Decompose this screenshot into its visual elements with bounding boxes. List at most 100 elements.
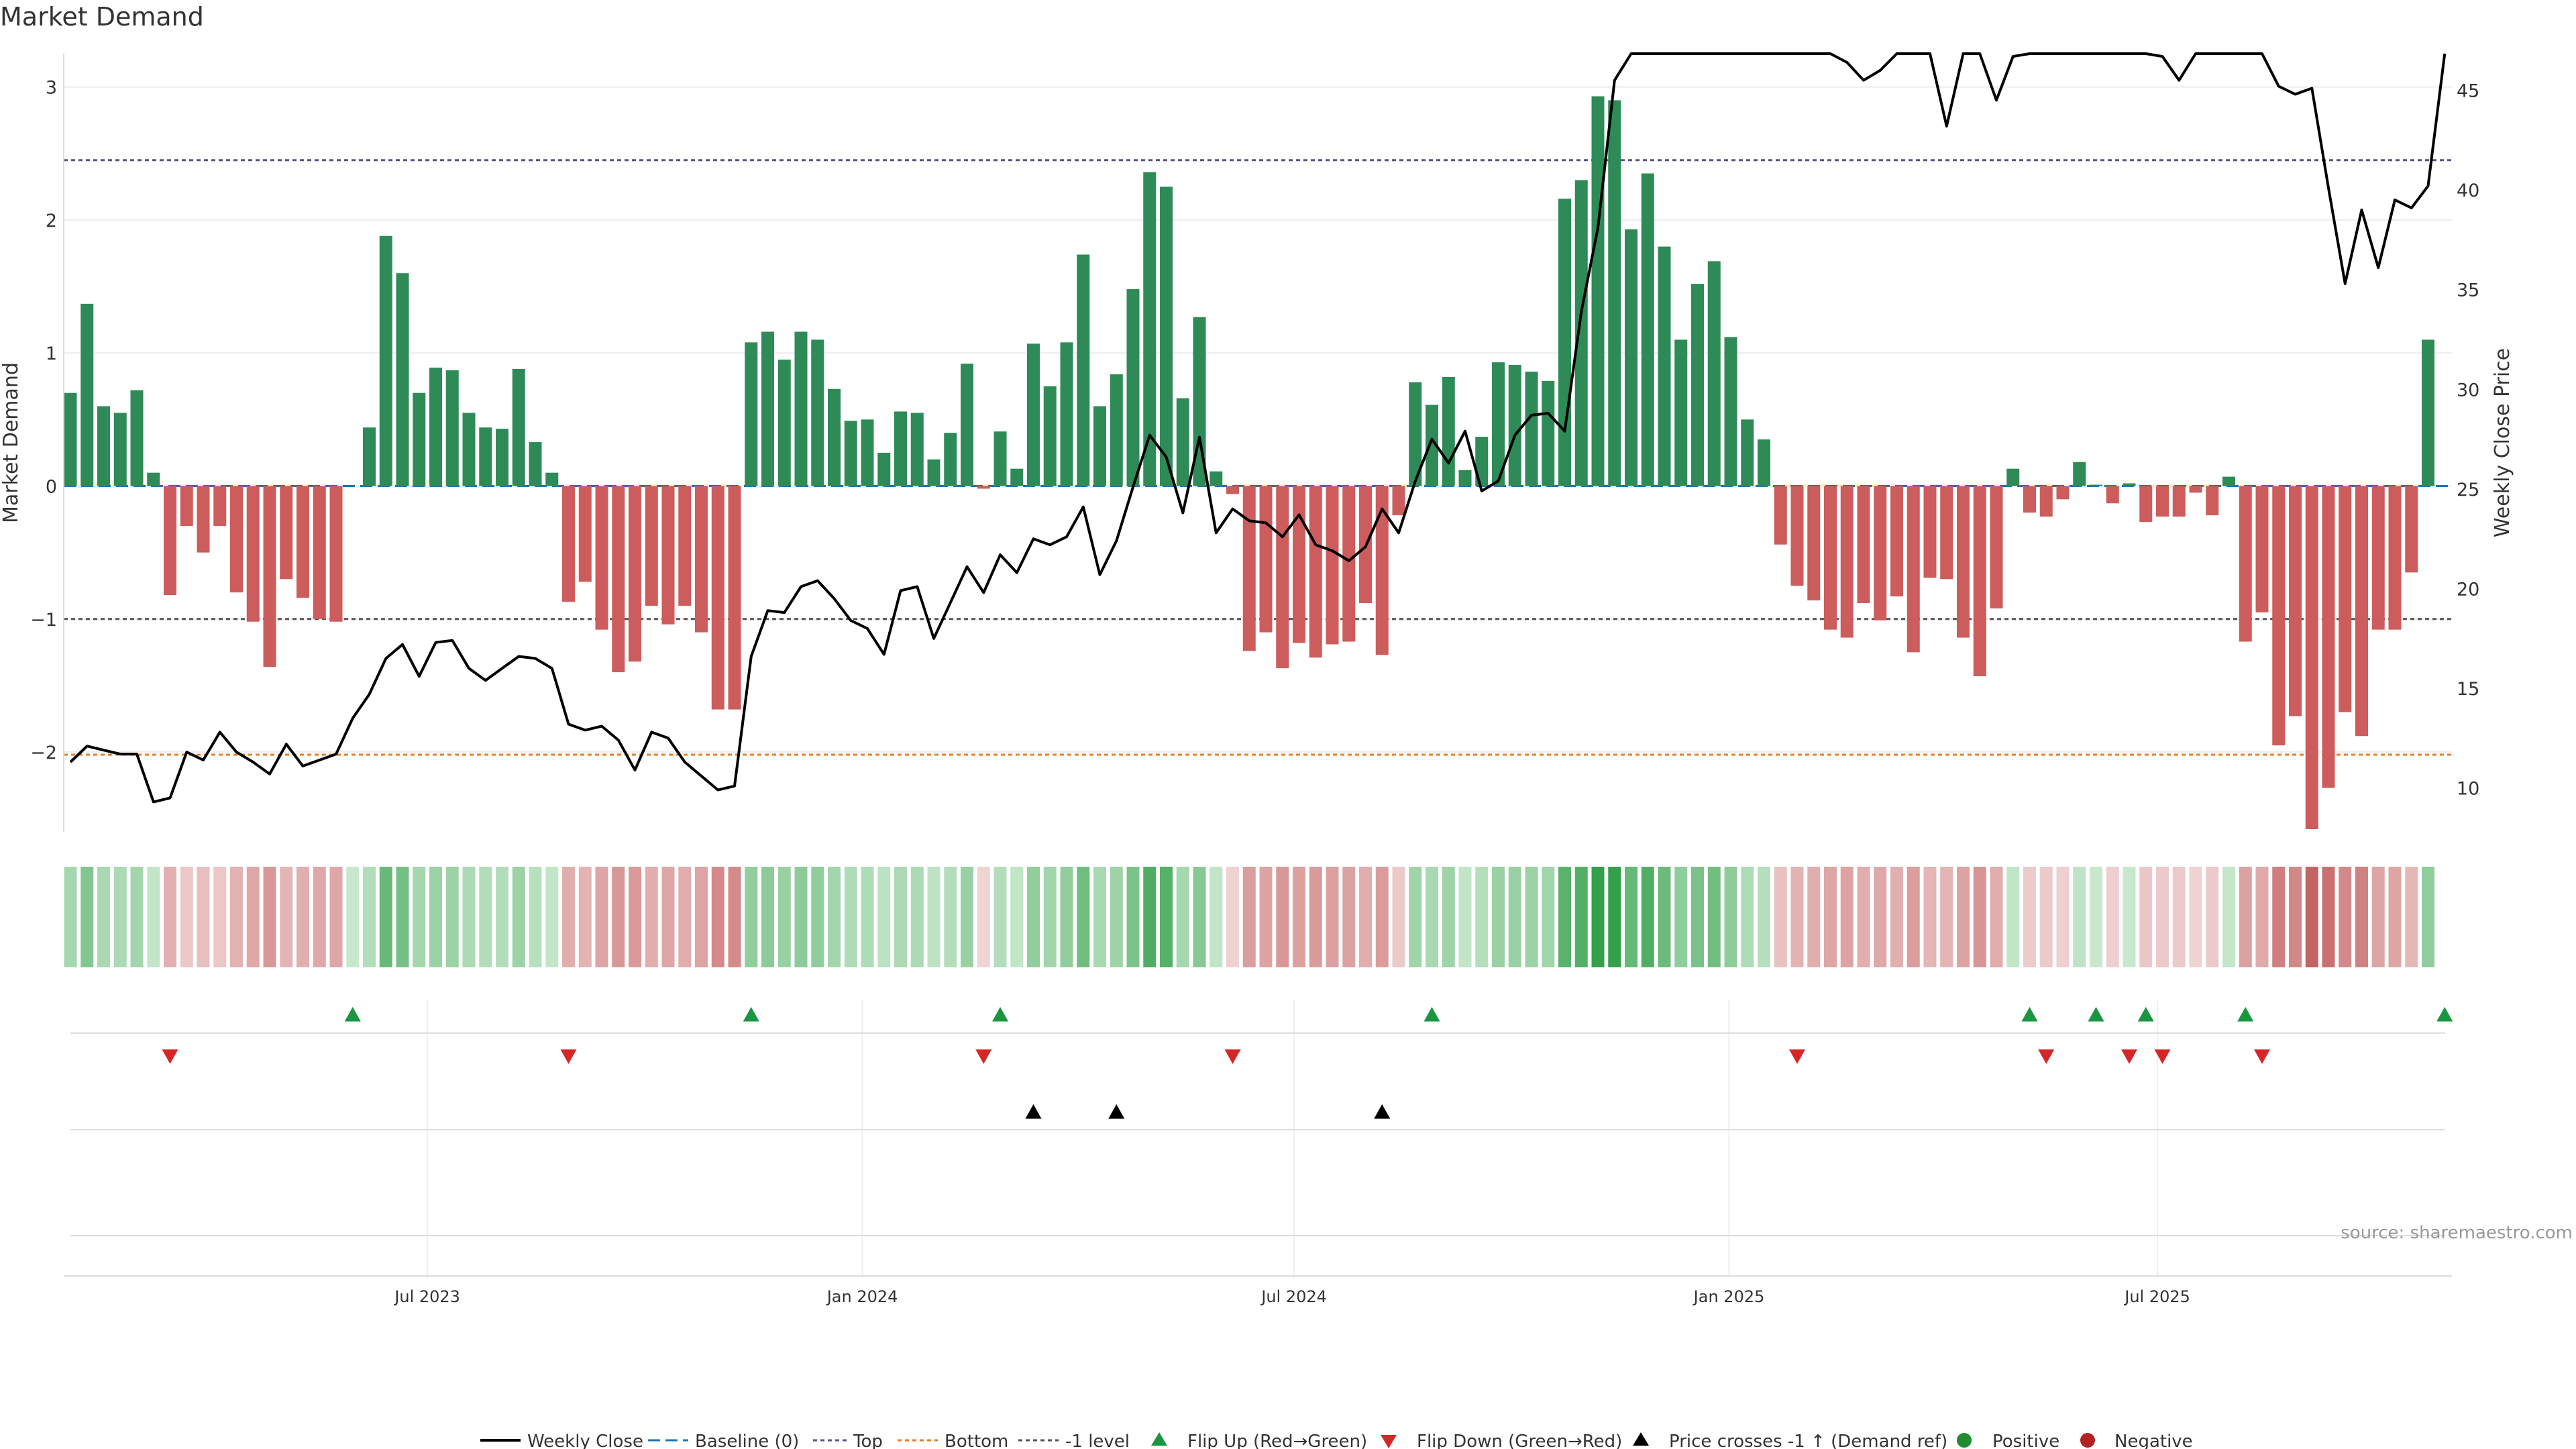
right-tick-label: 10 [2457, 779, 2479, 800]
legend-flip-up: Flip Up (Red→Green) [1187, 1432, 1367, 1449]
demand-bar [794, 331, 808, 486]
heat-cell [2339, 867, 2352, 967]
heat-cell [761, 867, 774, 967]
heat-cell [1375, 867, 1389, 967]
demand-bar [861, 419, 874, 486]
demand-bar [1110, 374, 1123, 486]
demand-bar [2206, 486, 2219, 516]
legend-flip-up-icon [1151, 1432, 1167, 1446]
demand-bar [1176, 398, 1189, 486]
demand-bar [1658, 246, 1671, 486]
flip-down-marker [1789, 1049, 1805, 1064]
demand-bar [2405, 486, 2418, 573]
demand-bar [2371, 486, 2385, 630]
heat-cell [2139, 867, 2153, 967]
heat-cell [213, 867, 227, 967]
heat-cell [1874, 867, 1887, 967]
demand-bar [246, 486, 260, 622]
right-tick-label: 40 [2457, 180, 2479, 201]
demand-bar [313, 486, 326, 619]
heat-cell [745, 867, 758, 967]
heat-cell [2239, 867, 2252, 967]
demand-bar [578, 486, 592, 582]
demand-bar [745, 342, 758, 486]
x-date-label: Jul 2024 [1260, 1287, 1327, 1306]
demand-bar [1426, 405, 1438, 486]
heat-cell [1027, 867, 1040, 967]
heat-cell [629, 867, 641, 967]
demand-bar [213, 486, 227, 526]
heat-cell [2023, 867, 2036, 967]
heat-cell [379, 867, 392, 967]
demand-bar [777, 360, 791, 486]
demand-bar [2289, 486, 2302, 716]
heat-cell [944, 867, 957, 967]
heat-cell [1242, 867, 1256, 967]
heat-cell [1857, 867, 1870, 967]
demand-bar [1840, 486, 1854, 638]
heat-cell [1475, 867, 1489, 967]
x-date-label: Jul 2023 [393, 1287, 460, 1306]
heat-cell [1724, 867, 1737, 967]
heat-cell [777, 867, 791, 967]
demand-bar [2073, 462, 2086, 486]
heat-cell [1807, 867, 1821, 967]
heat-cell [2090, 867, 2102, 967]
heat-cell [1160, 867, 1173, 967]
demand-bar [1691, 284, 1704, 486]
heat-cell [64, 867, 77, 967]
demand-bar [1043, 386, 1057, 486]
right-tick-label: 20 [2457, 579, 2479, 600]
heat-cell [2156, 867, 2169, 967]
demand-bar [562, 486, 575, 602]
heat-cell [695, 867, 708, 967]
heat-cell [1608, 867, 1621, 967]
demand-bar [230, 486, 243, 593]
demand-bar [1824, 486, 1837, 630]
legend: Weekly Close Baseline (0) Top Bottom -1 … [480, 1432, 2193, 1449]
heat-cell [462, 867, 476, 967]
heat-cell [445, 867, 459, 967]
demand-bar [1907, 486, 1920, 653]
left-axis-title: Market Demand [0, 362, 23, 523]
event-markers [162, 1007, 2453, 1119]
weekly-close-line [69, 52, 2447, 804]
heat-cell [1741, 867, 1754, 967]
x-date-label: Jan 2024 [826, 1287, 898, 1306]
grid-lines [64, 86, 2452, 1278]
heat-cell [645, 867, 658, 967]
heat-cell [1758, 867, 1770, 967]
demand-bar [2106, 486, 2119, 504]
heat-cell [130, 867, 144, 967]
demand-bar [678, 486, 692, 606]
demand-bar [2255, 486, 2269, 612]
demand-bar [2339, 486, 2352, 712]
demand-bar [1210, 471, 1223, 486]
heat-cell [711, 867, 724, 967]
right-tick-label: 35 [2457, 280, 2479, 301]
heat-cell [297, 867, 309, 967]
heat-cell [1226, 867, 1239, 967]
heat-cell [1691, 867, 1704, 967]
demand-bar [2039, 486, 2053, 517]
demand-bar [1625, 229, 1638, 486]
heat-cell [877, 867, 891, 967]
demand-bar [1143, 172, 1157, 486]
demand-bar [1890, 486, 1903, 597]
demand-bar [761, 331, 774, 486]
heat-cell [113, 867, 127, 967]
demand-bar [944, 433, 957, 486]
heat-cell [1342, 867, 1356, 967]
heat-cell [197, 867, 210, 967]
demand-bar [180, 486, 193, 526]
demand-bar [1957, 486, 1970, 638]
demand-bar [1475, 437, 1489, 486]
heat-cell [1625, 867, 1638, 967]
heat-cell [678, 867, 692, 967]
heat-cell [1210, 867, 1223, 967]
demand-bar [1807, 486, 1821, 600]
demand-bar [711, 486, 724, 710]
demand-bar [2189, 486, 2202, 493]
demand-bar [645, 486, 658, 606]
heat-cell [612, 867, 625, 967]
